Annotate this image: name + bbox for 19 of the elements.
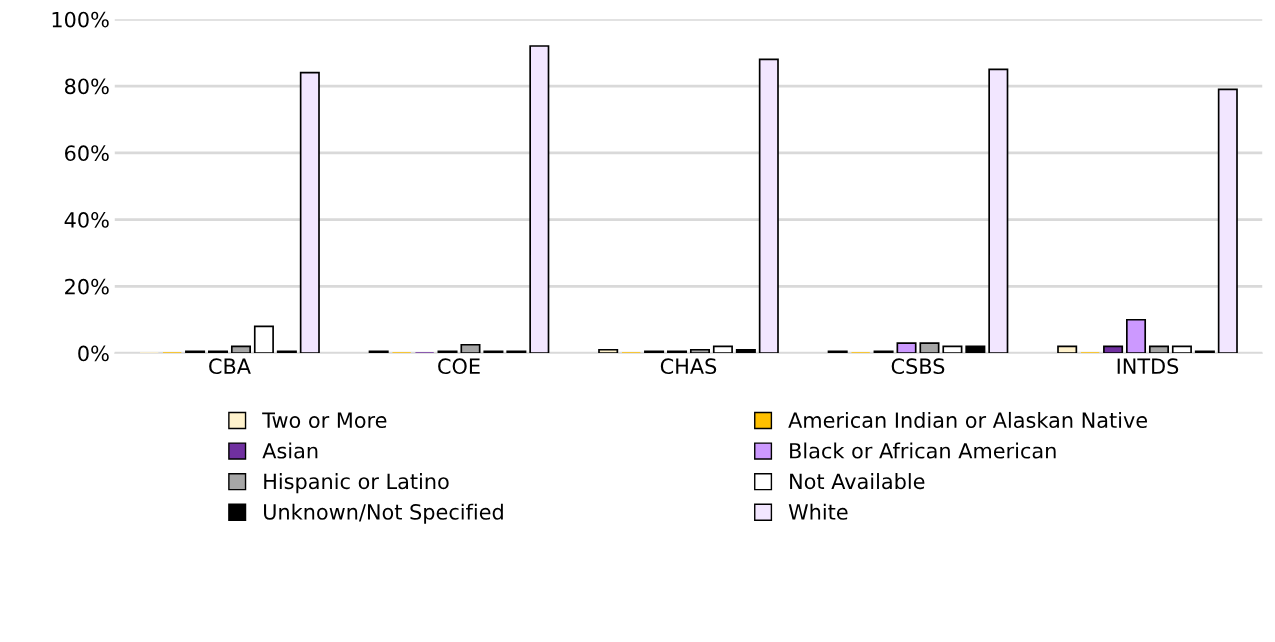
legend-label: Hispanic or Latino <box>264 473 449 494</box>
legend-label: Not Available <box>790 473 925 490</box>
legend-label: Asian <box>262 442 318 459</box>
x-tick-label: INTDS <box>1117 358 1179 375</box>
x-tick-label: CSBS <box>891 358 945 375</box>
legend-label: White <box>788 503 848 520</box>
y-tick-label: 60% <box>65 145 109 162</box>
y-tick-label: 80% <box>65 78 109 95</box>
y-tick-label: 0% <box>78 345 109 362</box>
y-tick-label: 20% <box>65 278 109 295</box>
x-tick-label: CHAS <box>660 358 717 375</box>
legend-label: American Indian or Alaskan Native <box>788 411 1148 429</box>
legend-label: Two or More <box>262 412 387 429</box>
x-tick-label: COE <box>438 358 480 375</box>
y-tick-label: 40% <box>64 212 109 228</box>
x-tick-label: CBA <box>209 358 251 375</box>
legend-label: Black or African American <box>790 442 1056 459</box>
y-tick-label: 100% <box>52 11 109 28</box>
legend-label: Unknown/Not Specified <box>264 503 503 524</box>
